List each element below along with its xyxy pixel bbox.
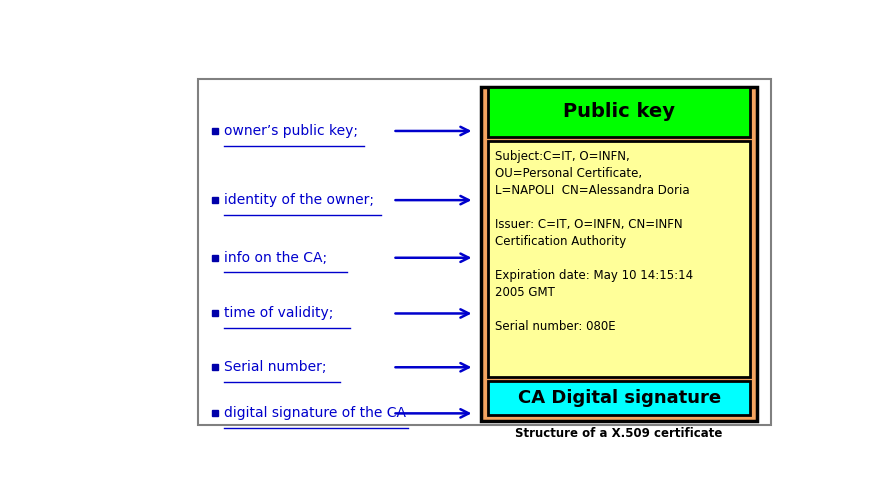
Bar <box>487 87 750 137</box>
Text: Public key: Public key <box>563 102 674 121</box>
Text: Serial number;: Serial number; <box>224 360 327 374</box>
Text: digital signature of the CA: digital signature of the CA <box>224 406 406 420</box>
Text: Structure of a X.509 certificate: Structure of a X.509 certificate <box>515 427 722 440</box>
Text: identity of the owner;: identity of the owner; <box>224 193 374 207</box>
Text: time of validity;: time of validity; <box>224 306 334 320</box>
Text: CA Digital signature: CA Digital signature <box>517 389 720 407</box>
Bar <box>487 141 750 377</box>
Text: info on the CA;: info on the CA; <box>224 251 327 265</box>
Bar <box>487 381 750 415</box>
Bar <box>480 87 756 421</box>
Text: owner’s public key;: owner’s public key; <box>224 124 358 138</box>
Bar <box>198 79 770 425</box>
Text: Subject:C=IT, O=INFN,
OU=Personal Certificate,
L=NAPOLI  CN=Alessandra Doria

Is: Subject:C=IT, O=INFN, OU=Personal Certif… <box>494 150 692 333</box>
